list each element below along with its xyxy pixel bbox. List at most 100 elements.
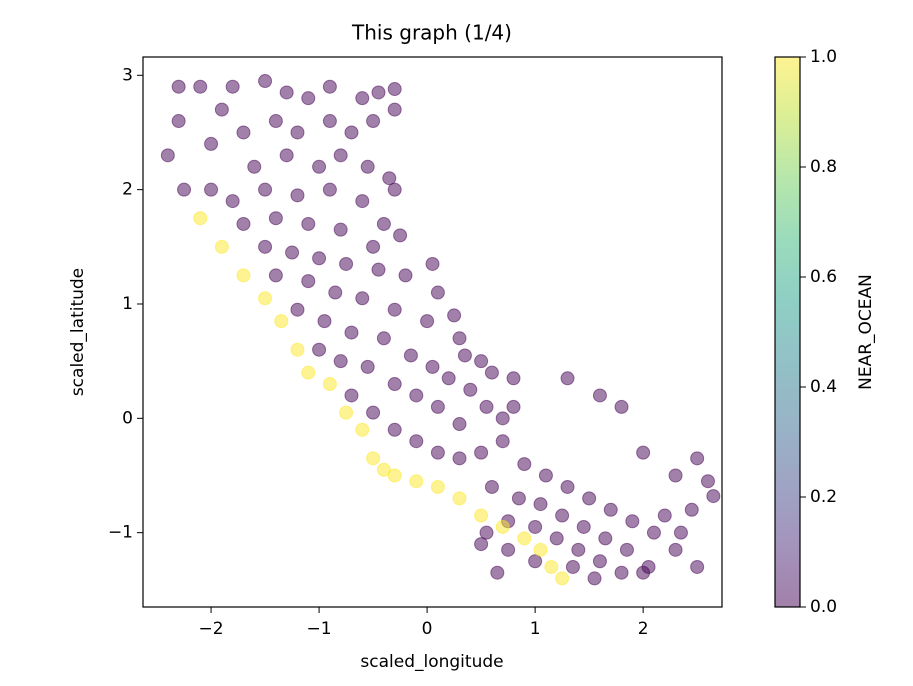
point (474, 508, 489, 523)
point (614, 399, 629, 414)
point (301, 365, 316, 380)
point (528, 519, 543, 534)
point (684, 502, 699, 517)
plot-frame (142, 56, 723, 608)
point (403, 348, 418, 363)
point (290, 188, 305, 203)
plot-points (160, 74, 721, 586)
point (301, 216, 316, 231)
point (479, 525, 494, 540)
point (204, 136, 219, 151)
point (393, 228, 408, 243)
point (517, 531, 532, 546)
point (339, 405, 354, 420)
point (290, 342, 305, 357)
x-tick-label: 2 (638, 619, 649, 639)
colorbar (775, 57, 800, 607)
point (582, 491, 597, 506)
point (376, 216, 391, 231)
point (344, 325, 359, 340)
x-tick-label: −2 (199, 619, 224, 639)
point (636, 445, 651, 460)
point (430, 479, 445, 494)
point (598, 531, 613, 546)
point (506, 399, 521, 414)
point (636, 565, 651, 580)
point (344, 388, 359, 403)
point (371, 85, 386, 100)
point (409, 434, 424, 449)
y-tick-label: −1 (108, 523, 133, 543)
point (452, 331, 467, 346)
point (646, 525, 661, 540)
point (673, 525, 688, 540)
point (376, 331, 391, 346)
point (333, 354, 348, 369)
point (619, 542, 634, 557)
colorbar-label: NEAR_OCEAN (856, 274, 876, 390)
point (420, 314, 435, 329)
point (322, 79, 337, 94)
point (387, 182, 402, 197)
point (333, 148, 348, 163)
point (258, 74, 273, 89)
point (425, 256, 440, 271)
point (668, 468, 683, 483)
point (290, 125, 305, 140)
point (387, 422, 402, 437)
point (268, 211, 283, 226)
point (225, 79, 240, 94)
colorbar-tick-label: 0.4 (810, 377, 837, 397)
point (371, 262, 386, 277)
point (322, 377, 337, 392)
point (258, 291, 273, 306)
point (484, 365, 499, 380)
point (474, 445, 489, 460)
colorbar-frame (774, 56, 801, 608)
point (312, 251, 327, 266)
point (430, 285, 445, 300)
point (549, 531, 564, 546)
point (322, 182, 337, 197)
colorbar-tick-label: 0.6 (810, 267, 837, 287)
point (193, 79, 208, 94)
y-tick-label: 2 (122, 180, 133, 200)
point (355, 422, 370, 437)
point (279, 148, 294, 163)
point (538, 468, 553, 483)
point (560, 479, 575, 494)
point (382, 171, 397, 186)
point (506, 371, 521, 386)
point (690, 451, 705, 466)
point (495, 434, 510, 449)
point (430, 399, 445, 414)
point (555, 508, 570, 523)
point (700, 474, 715, 489)
point (625, 514, 640, 529)
point (317, 314, 332, 329)
point (247, 159, 262, 174)
point (236, 216, 251, 231)
point (441, 371, 456, 386)
point (706, 489, 721, 504)
point (490, 565, 505, 580)
colorbar-tick-label: 0.8 (810, 157, 837, 177)
point (517, 457, 532, 472)
y-tick-label: 1 (122, 294, 133, 314)
point (344, 125, 359, 140)
point (312, 342, 327, 357)
point (592, 388, 607, 403)
point (614, 565, 629, 580)
point (214, 239, 229, 254)
point (301, 91, 316, 106)
point (268, 268, 283, 283)
point (447, 308, 462, 323)
point (236, 268, 251, 283)
y-axis-label: scaled_latitude (68, 268, 88, 396)
point (560, 371, 575, 386)
point (571, 542, 586, 557)
chart-title: This graph (1/4) (351, 21, 512, 45)
point (285, 245, 300, 260)
colorbar-tick-label: 0.0 (810, 597, 837, 617)
